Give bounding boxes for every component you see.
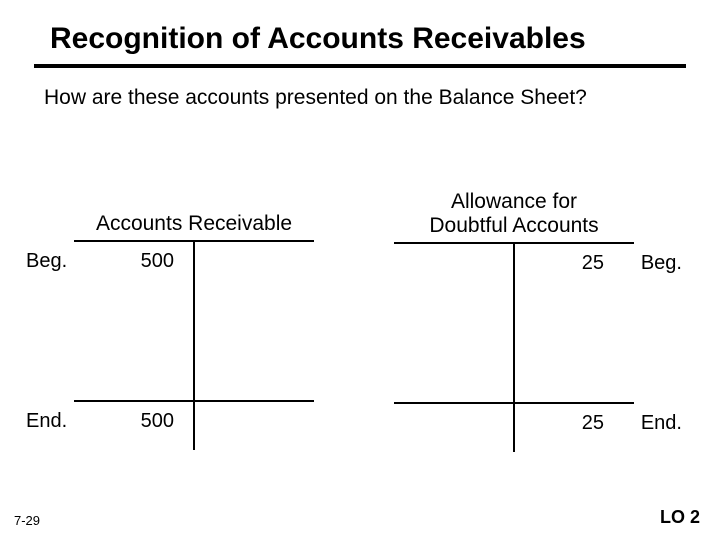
t-account-allowance: Allowance for Doubtful Accounts 25 Beg. … bbox=[364, 190, 664, 452]
t-account-allowance-endrule bbox=[394, 402, 634, 404]
t-account-allowance-frame: 25 Beg. 25 End. bbox=[364, 242, 664, 452]
ar-end-debit: 500 bbox=[104, 410, 174, 433]
t-account-ar-frame: Beg. 500 End. 500 bbox=[44, 240, 344, 450]
t-account-ar-vertline bbox=[193, 240, 195, 450]
t-account-ar-title: Accounts Receivable bbox=[44, 190, 344, 240]
allowance-end-credit: 25 bbox=[534, 412, 604, 435]
t-account-allowance-vertline bbox=[513, 242, 515, 452]
t-account-allowance-title: Allowance for Doubtful Accounts bbox=[364, 190, 664, 242]
learning-objective: LO 2 bbox=[660, 507, 700, 528]
ar-beg-debit: 500 bbox=[104, 250, 174, 273]
allowance-title-line1: Allowance for bbox=[451, 190, 577, 213]
allowance-title-line2: Doubtful Accounts bbox=[429, 214, 598, 237]
slide-title: Recognition of Accounts Receivables bbox=[0, 0, 720, 64]
slide-subtitle: How are these accounts presented on the … bbox=[0, 68, 720, 110]
allowance-beg-label: Beg. bbox=[641, 252, 682, 275]
ar-end-label: End. bbox=[26, 410, 67, 433]
t-accounts-container: Accounts Receivable Beg. 500 End. 500 Al… bbox=[0, 110, 720, 452]
slide-number: 7-29 bbox=[14, 513, 40, 528]
allowance-beg-credit: 25 bbox=[534, 252, 604, 275]
allowance-end-label: End. bbox=[641, 412, 682, 435]
t-account-ar: Accounts Receivable Beg. 500 End. 500 bbox=[44, 190, 344, 452]
ar-beg-label: Beg. bbox=[26, 250, 67, 273]
t-account-ar-endrule bbox=[74, 400, 314, 402]
